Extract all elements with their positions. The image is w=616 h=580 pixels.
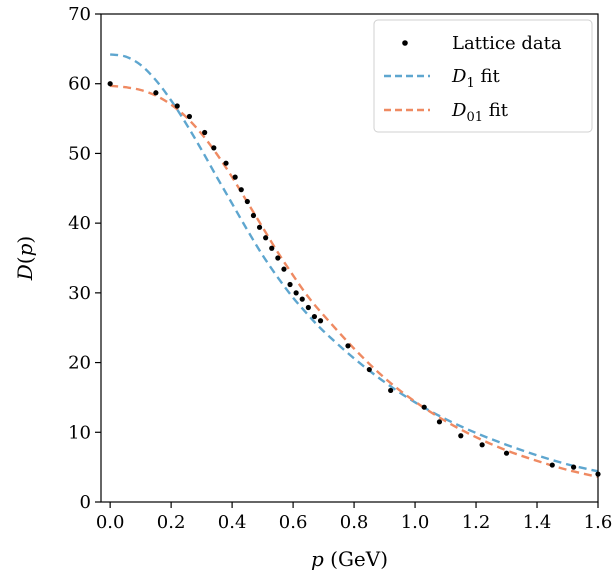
legend-d1-sym: D [451,66,467,87]
x-tick-label: 0.2 [157,512,186,533]
y-axis-title: D(p) [13,236,37,281]
x-tick-label: 0.4 [218,512,247,533]
legend-label-d01: D01 fit [451,100,509,125]
data-point [223,160,229,166]
plot-frame [100,13,599,503]
data-point [238,187,244,193]
y-axis: 0 10 20 30 40 50 60 70 [68,4,101,513]
data-point [458,433,464,439]
lattice-points [107,81,601,477]
y-tick-label: 10 [68,422,91,443]
data-point [107,81,113,87]
data-point [263,235,269,241]
x-tick-label: 0.8 [340,512,369,533]
legend-d01-sub: 01 [466,110,483,125]
series-line-d01-fit [110,84,599,479]
data-point [549,462,555,468]
y-axis-open: ( [13,256,37,264]
fit-lines [109,53,599,479]
data-point [186,113,193,120]
data-point [299,296,305,302]
legend-d1-sub: 1 [466,76,474,91]
data-point [366,366,372,373]
data-point [345,343,351,349]
y-tick-label: 40 [68,213,91,234]
data-point [244,198,250,205]
data-point [250,212,257,219]
data-point [256,224,263,230]
y-tick-label: 20 [68,353,91,374]
x-axis-var: p [311,547,324,571]
y-tick-label: 70 [68,4,91,25]
legend-d01-sym: D [451,100,467,121]
y-axis-var: p [13,243,37,256]
legend: Lattice data D1 fit D01 fit [373,19,593,133]
x-axis-unit: (GeV) [324,547,388,571]
data-point [421,404,427,410]
legend-marker-lattice [402,40,408,46]
y-axis-fname: D [13,264,37,281]
x-axis-title: p (GeV) [311,547,388,571]
data-point [436,419,443,425]
data-point [293,290,299,296]
data-point [174,103,180,109]
legend-d01-tail: fit [483,100,509,121]
y-axis-close: ) [13,236,37,244]
data-point [275,255,281,261]
x-tick-label: 1.6 [584,512,613,533]
legend-d1-tail: fit [475,66,501,87]
data-point [571,464,577,470]
y-tick-label: 0 [80,492,91,513]
data-point [287,281,293,288]
legend-label-lattice: Lattice data [452,33,562,54]
y-tick-label: 50 [68,143,91,164]
data-point [311,313,318,320]
x-tick-label: 0.6 [279,512,308,533]
legend-box [373,19,593,133]
x-tick-label: 1.2 [462,512,491,533]
y-tick-label: 30 [68,283,91,304]
legend-label-d1: D1 fit [451,66,500,91]
x-axis: 0.0 0.2 0.4 0.6 0.8 1.0 1.2 1.4 1.6 [96,502,612,533]
data-point [317,318,324,324]
data-point [281,266,287,272]
y-tick-label: 60 [68,74,91,95]
data-point [479,442,485,448]
data-point [211,145,217,151]
data-point [232,174,238,180]
series-line-d1-fit [109,53,599,473]
data-point [153,90,159,96]
x-tick-label: 1.4 [523,512,552,533]
data-point [388,387,394,394]
x-tick-label: 1.0 [401,512,430,533]
data-point [269,245,275,251]
data-point [503,450,510,456]
data-point [305,304,311,311]
x-tick-label: 0.0 [96,512,125,533]
data-point [202,129,208,136]
